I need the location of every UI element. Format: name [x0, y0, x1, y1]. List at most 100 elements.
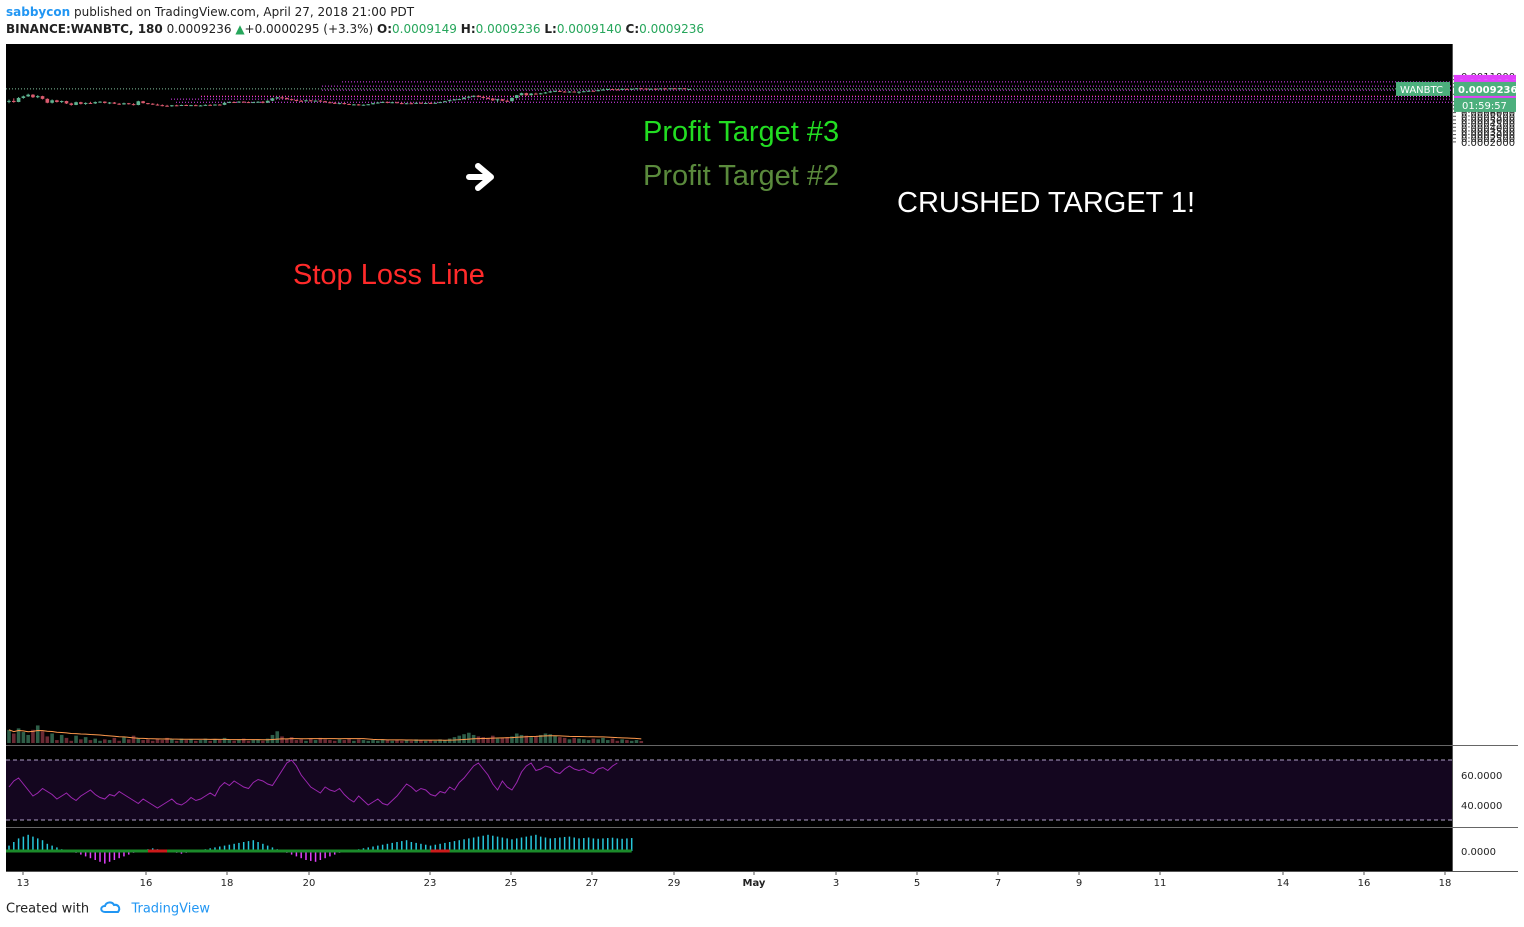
volume-bar	[409, 740, 414, 743]
volume-bar	[404, 740, 409, 743]
chart-area[interactable]: 0.00110000.00105000.00100000.00095000.00…	[6, 44, 1518, 890]
candle-body	[486, 97, 490, 99]
candle-body	[160, 105, 165, 107]
candle-body	[194, 105, 198, 107]
volume-bar	[538, 734, 543, 743]
volume-bar	[390, 740, 394, 743]
volume-bar	[395, 740, 399, 743]
main-pane-bg	[6, 44, 1452, 745]
y-tick-label: 0.0002000	[1461, 138, 1515, 149]
tradingview-link[interactable]: TradingView	[131, 901, 210, 917]
candle-body	[356, 104, 361, 106]
x-tick-label: 5	[914, 878, 920, 889]
candle-body	[103, 101, 107, 103]
volume-bar	[332, 740, 337, 743]
volume-bar	[155, 738, 160, 743]
candle-body	[615, 89, 620, 91]
macd-axis-label: 0.0000	[1461, 847, 1496, 858]
candle-body	[433, 102, 438, 104]
candle-body	[663, 88, 668, 90]
countdown-tag-label: 01:59:57	[1462, 101, 1507, 112]
volume-bar	[112, 737, 117, 743]
price-chart[interactable]: 0.00110000.00105000.00100000.00095000.00…	[6, 44, 1518, 890]
volume-bar	[524, 735, 529, 743]
x-tick-label: 18	[1439, 878, 1452, 889]
volume-bar	[572, 737, 577, 743]
candle-body	[553, 90, 557, 92]
candle-body	[490, 98, 495, 101]
volume-bar	[548, 734, 553, 743]
candle-body	[562, 91, 567, 93]
candle-body	[275, 97, 280, 99]
price-change: +0.0000295 (+3.3%)	[244, 22, 374, 36]
volume-bar	[165, 737, 169, 743]
rsi-line	[8, 759, 618, 809]
volume-bar	[342, 740, 347, 743]
low-label: L:	[544, 22, 557, 36]
volume-bar	[40, 731, 45, 743]
candle-body	[462, 97, 466, 100]
candle-body	[352, 104, 356, 106]
candle-body	[687, 88, 691, 90]
candle-body	[629, 88, 634, 90]
candle-body	[55, 100, 59, 102]
candle-body	[16, 97, 21, 102]
candle-body	[35, 96, 40, 98]
candle-body	[404, 103, 409, 105]
volume-bar	[605, 740, 610, 743]
volume-bar	[462, 734, 466, 743]
candle-body	[366, 104, 371, 106]
volume-bar	[505, 737, 509, 743]
x-tick-label: 20	[303, 878, 316, 889]
volume-bar	[371, 740, 375, 743]
candle-body	[471, 95, 476, 97]
low-value: 0.0009140	[556, 22, 622, 36]
candle-body	[395, 102, 399, 104]
last-price-tag-label: 0.0009236	[1458, 85, 1518, 96]
volume-bar	[318, 737, 323, 743]
volume-bar	[490, 735, 495, 743]
volume-ma-line	[8, 729, 642, 741]
candle-body	[529, 93, 533, 96]
candle-body	[294, 100, 299, 102]
rsi-band-fill	[6, 760, 1452, 820]
volume-bar	[31, 729, 35, 743]
volume-bar	[495, 738, 500, 743]
volume-bar	[7, 729, 11, 743]
volume-bar	[93, 738, 98, 743]
volume-bar	[103, 739, 107, 743]
chart-header: sabbycon published on TradingView.com, A…	[0, 0, 1524, 44]
volume-bar	[419, 740, 423, 743]
candle-body	[452, 99, 457, 101]
candle-body	[299, 100, 303, 102]
volume-bar	[323, 739, 327, 743]
volume-bar	[443, 740, 447, 743]
x-tick-label: 23	[424, 878, 437, 889]
volume-bar	[174, 740, 179, 743]
price-axis-bg	[1452, 44, 1518, 872]
candle-body	[371, 103, 375, 105]
volume-bar	[610, 738, 615, 743]
candle-body	[361, 104, 366, 106]
candle-body	[538, 93, 543, 95]
author-link[interactable]: sabbycon	[6, 5, 71, 19]
volume-bar	[289, 737, 294, 743]
annotation-crushed-target: CRUSHED TARGET 1!	[897, 187, 1195, 219]
volume-bar	[160, 740, 165, 743]
volume-bar	[126, 739, 131, 743]
candle-body	[634, 88, 639, 90]
x-tick-label: 27	[586, 878, 599, 889]
high-value: 0.0009236	[475, 22, 541, 36]
volume-bar	[261, 740, 265, 743]
volume-bar	[615, 740, 620, 743]
volume-bar	[486, 737, 490, 743]
volume-bar	[534, 736, 538, 743]
candle-body	[208, 104, 212, 106]
candle-body	[577, 91, 581, 93]
volume-bar	[21, 732, 26, 743]
candle-body	[189, 105, 193, 107]
candle-body	[668, 88, 672, 90]
y-tick-label: 0.0002500	[1461, 134, 1515, 145]
candle-body	[419, 102, 423, 104]
y-tick-label: 0.0006000	[1461, 109, 1515, 120]
